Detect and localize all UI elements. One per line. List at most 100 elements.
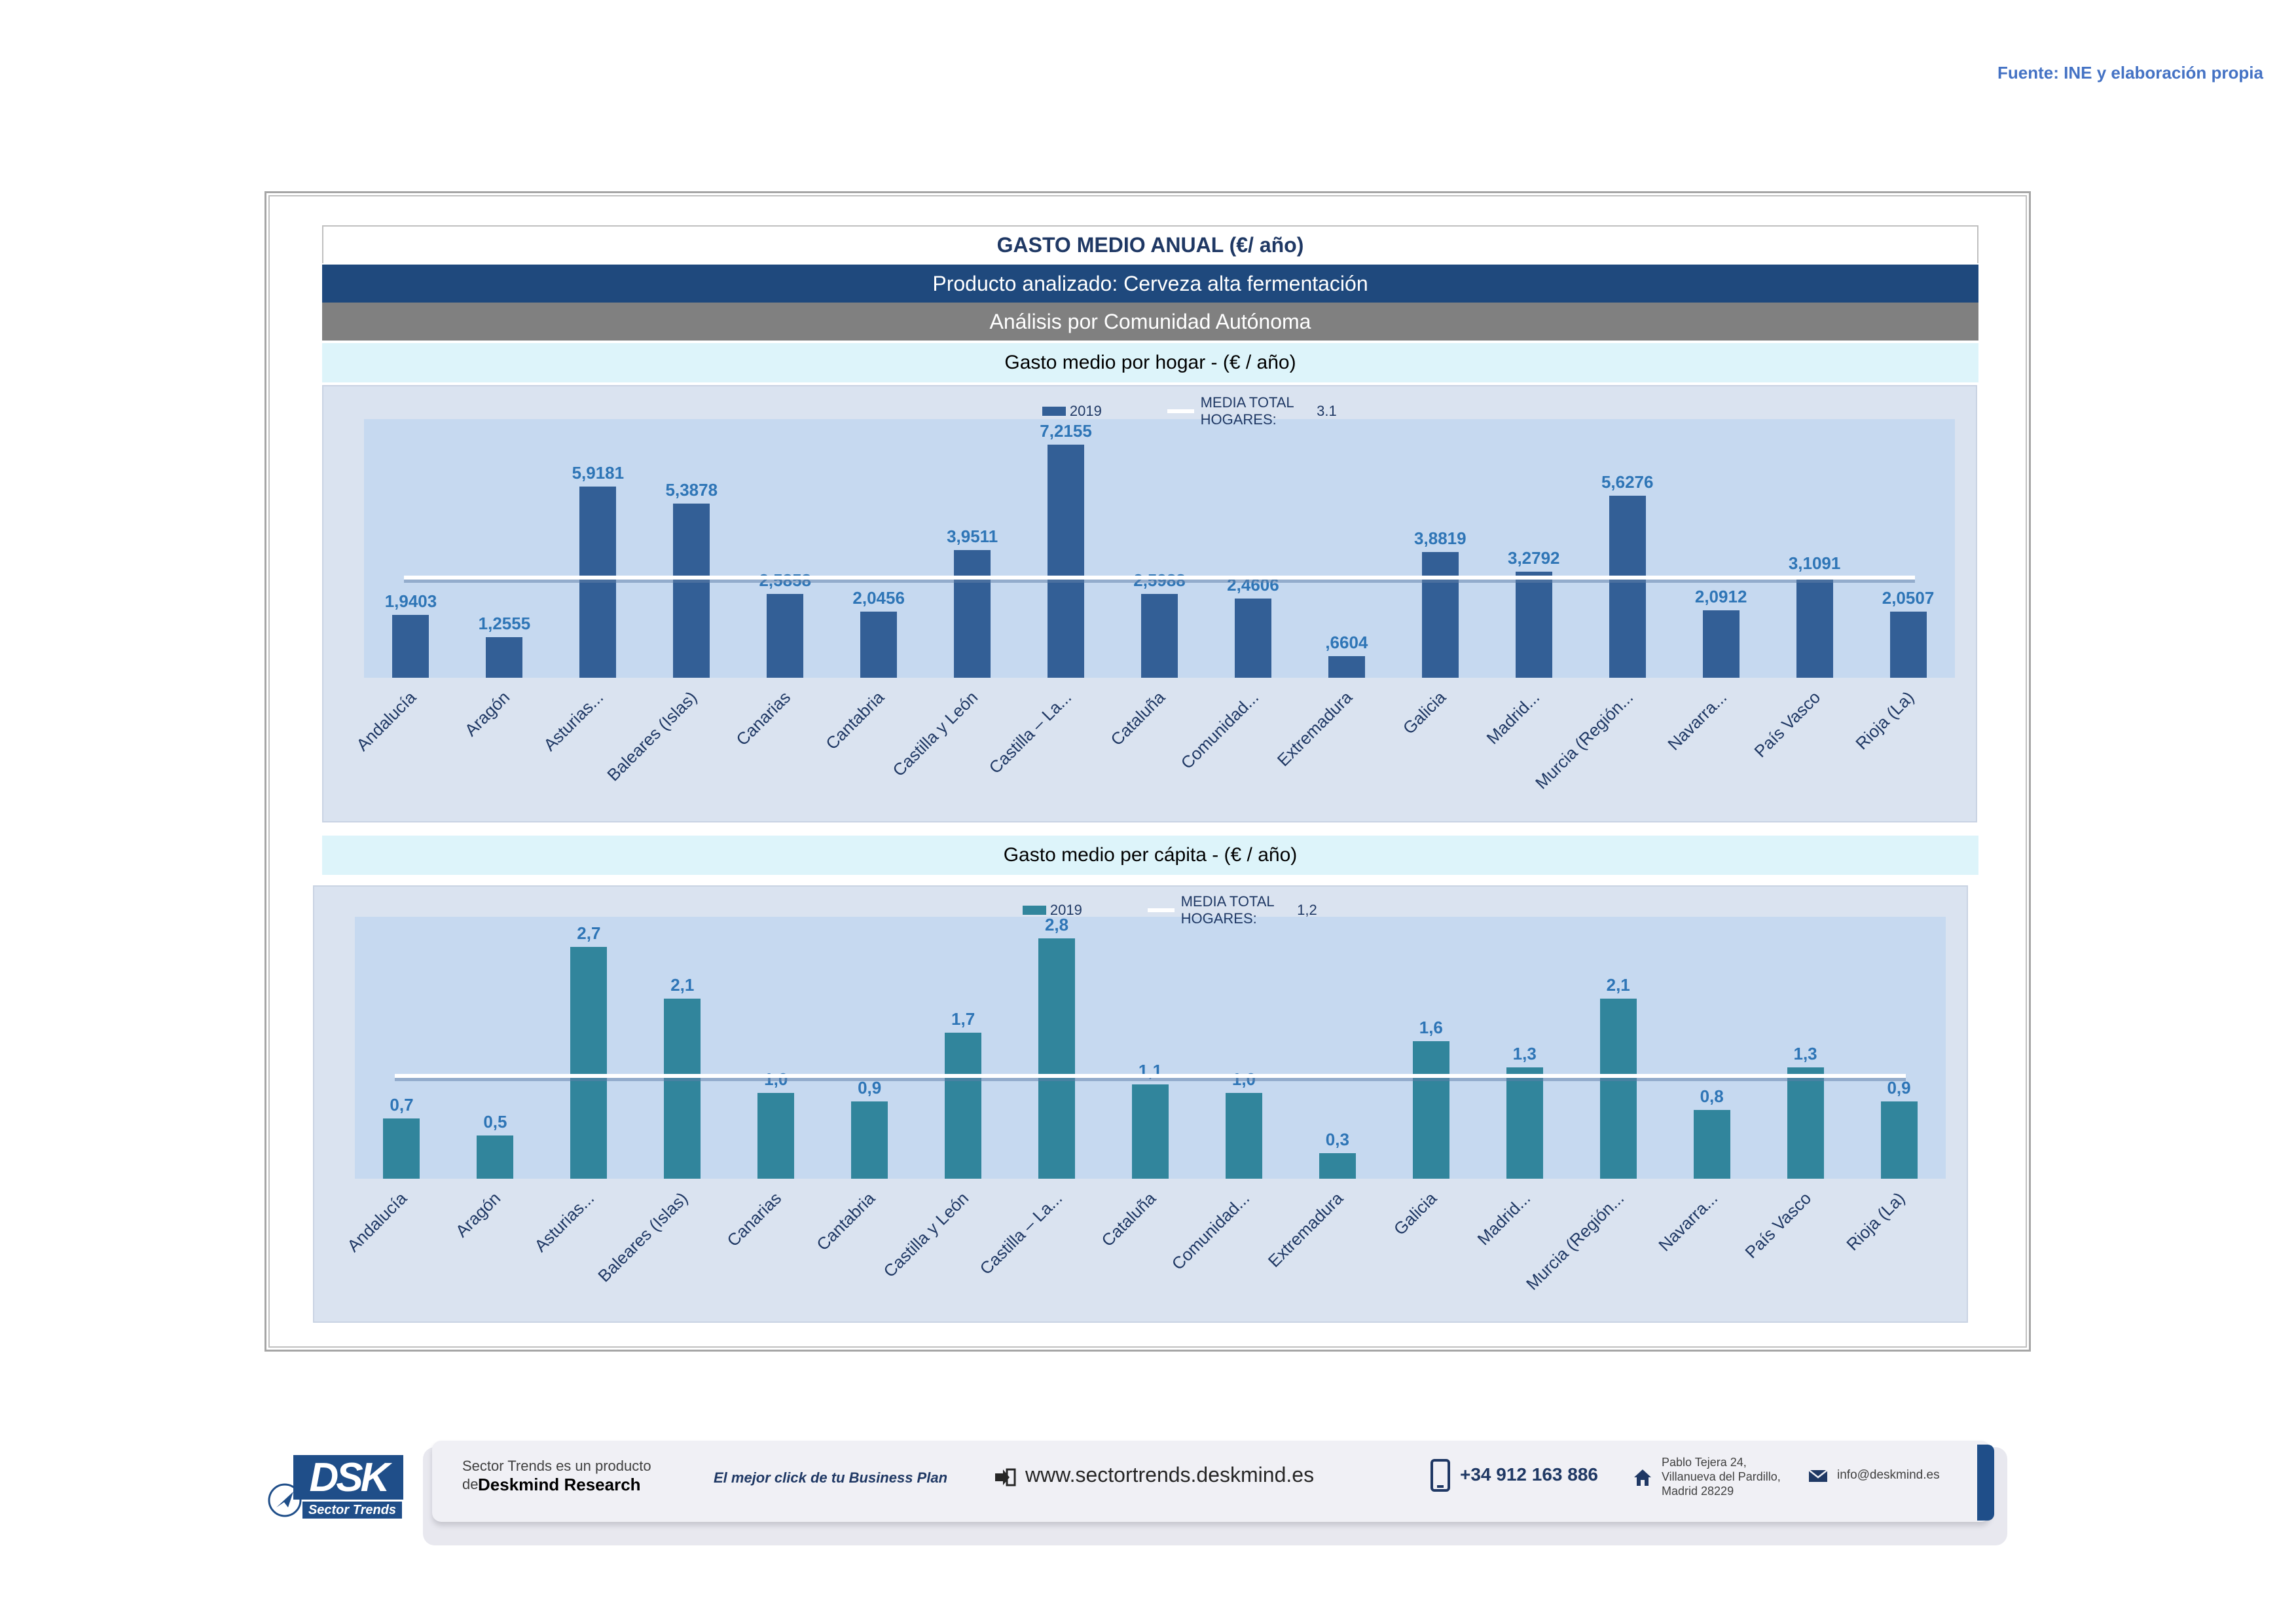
footer-banner [432,1441,1990,1522]
legend-average-value: 3.1 [1317,403,1337,419]
bar [1038,938,1076,1179]
pointer-icon [995,1468,1016,1486]
report-title: GASTO MEDIO ANUAL (€/ año) [322,225,1978,263]
value-label: 1,2555 [478,614,531,633]
value-label: 3,8819 [1414,528,1467,549]
bar [1693,1110,1730,1179]
average-line-shadow [395,1074,1906,1081]
bar [1506,1067,1543,1179]
footer-accent [1977,1445,1994,1521]
source-note: Fuente: INE y elaboración propia [1997,63,2263,83]
cursor-arrow-icon [268,1483,302,1517]
address-line: Madrid 28229 [1662,1485,1734,1498]
bar [1787,1067,1824,1179]
value-label: 2,7 [577,923,601,943]
chart-legend: 2019 MEDIA TOTAL HOGARES: 1,2 [1023,893,1317,927]
legend-series-label: 2019 [1049,902,1082,918]
value-label: 0,5 [483,1112,507,1132]
bar [1328,656,1365,678]
chart-hogar-panel: 2019 MEDIA TOTAL HOGARES: 3.1 1,9403 Andaluc… [322,385,1977,822]
envelope-icon [1808,1469,1828,1482]
footer-email-link[interactable]: info@deskmind.es [1837,1468,1940,1482]
value-label: 2,1 [1606,974,1630,995]
average-line [395,1073,1906,1078]
legend-average-value: 1,2 [1297,902,1317,918]
address-line: Villanueva del Pardillo, [1662,1470,1781,1483]
dsk-logo: DSK [293,1455,403,1500]
value-label: 1,3 [1793,1043,1817,1063]
bar [673,503,710,678]
value-label: 1,7 [951,1009,975,1029]
bar [392,615,429,678]
bar [1599,998,1637,1179]
value-label: 0,9 [858,1077,882,1098]
bar [1889,611,1927,678]
value-label: 0,8 [1700,1086,1724,1107]
bar [1319,1153,1356,1179]
product-banner: Producto analizado: Cerveza alta ferment… [322,265,1978,303]
footer-address: Pablo Tejera 24, Villanueva del Pardillo… [1662,1455,1781,1498]
value-label: 3,1091 [1788,553,1841,574]
chart-legend: 2019 MEDIA TOTAL HOGARES: 3.1 [1042,394,1337,428]
report-frame [264,191,2031,1352]
value-label: 1,3 [1512,1043,1537,1063]
address-line: Pablo Tejera 24, [1662,1456,1747,1469]
value-label: 1,9403 [384,591,437,612]
value-label: 2,0507 [1882,587,1935,608]
bar [954,549,991,678]
bar [1515,572,1552,678]
chart-hogar-title: Gasto medio por hogar - (€ / año) [322,343,1978,382]
chart-capita-panel: 2019 MEDIA TOTAL HOGARES: 1,2 0,7 Andalucía 0… [313,885,1968,1323]
chart-capita-title: Gasto medio per cápita - (€ / año) [322,836,1978,875]
bar [1702,610,1740,678]
bar [1132,1084,1169,1179]
bar [945,1033,982,1179]
legend-swatch [1042,407,1066,416]
value-label: 0,7 [390,1095,414,1115]
bar [767,594,804,678]
bar [1412,1041,1449,1179]
bar [486,637,523,678]
bar [664,998,701,1179]
analysis-banner: Análisis por Comunidad Autónoma [322,303,1978,341]
legend-series-label: 2019 [1069,403,1102,419]
bar [1796,577,1833,678]
value-label: ,6604 [1325,633,1368,653]
value-label: 1,6 [1419,1018,1443,1038]
phone-icon [1430,1459,1450,1492]
value-label: 2,0456 [852,587,905,608]
value-label: 2,1 [670,974,695,995]
bar [1048,444,1085,678]
bar [851,1101,888,1179]
legend-average-line [1167,409,1194,413]
footer-slogan: El mejor click de tu Business Plan [714,1469,948,1486]
legend-average-line [1147,908,1175,912]
footer-phone[interactable]: +34 912 163 886 [1460,1464,1598,1485]
value-label: 5,9181 [572,462,625,483]
legend-swatch [1023,906,1046,915]
footer-product-prefix: de [462,1476,479,1492]
bar [757,1092,795,1179]
value-label: 5,3878 [665,479,718,500]
home-icon [1634,1469,1651,1486]
bar [1225,1092,1262,1179]
logo-subtitle: Sector Trends [302,1500,402,1519]
footer-website-link[interactable]: www.sectortrends.deskmind.es [1025,1463,1315,1486]
value-label: 0,3 [1325,1129,1349,1149]
average-line-shadow [404,576,1915,583]
bar [1234,598,1271,678]
value-label: 7,2155 [1040,420,1092,441]
footer-brand: Deskmind Research [478,1475,641,1494]
bar [1141,593,1178,678]
legend-average-label: MEDIA TOTAL HOGARES: [1200,394,1294,428]
report-frame-inner [268,195,2027,1348]
value-label: 0,9 [1887,1077,1911,1098]
value-label: 2,8 [1044,914,1069,934]
value-label: 3,2792 [1507,548,1560,568]
bar [1421,552,1459,678]
value-label: 3,9511 [947,526,998,546]
bar [1880,1101,1918,1179]
bar [570,946,608,1179]
bar [477,1135,514,1179]
value-label: 5,6276 [1601,472,1654,492]
